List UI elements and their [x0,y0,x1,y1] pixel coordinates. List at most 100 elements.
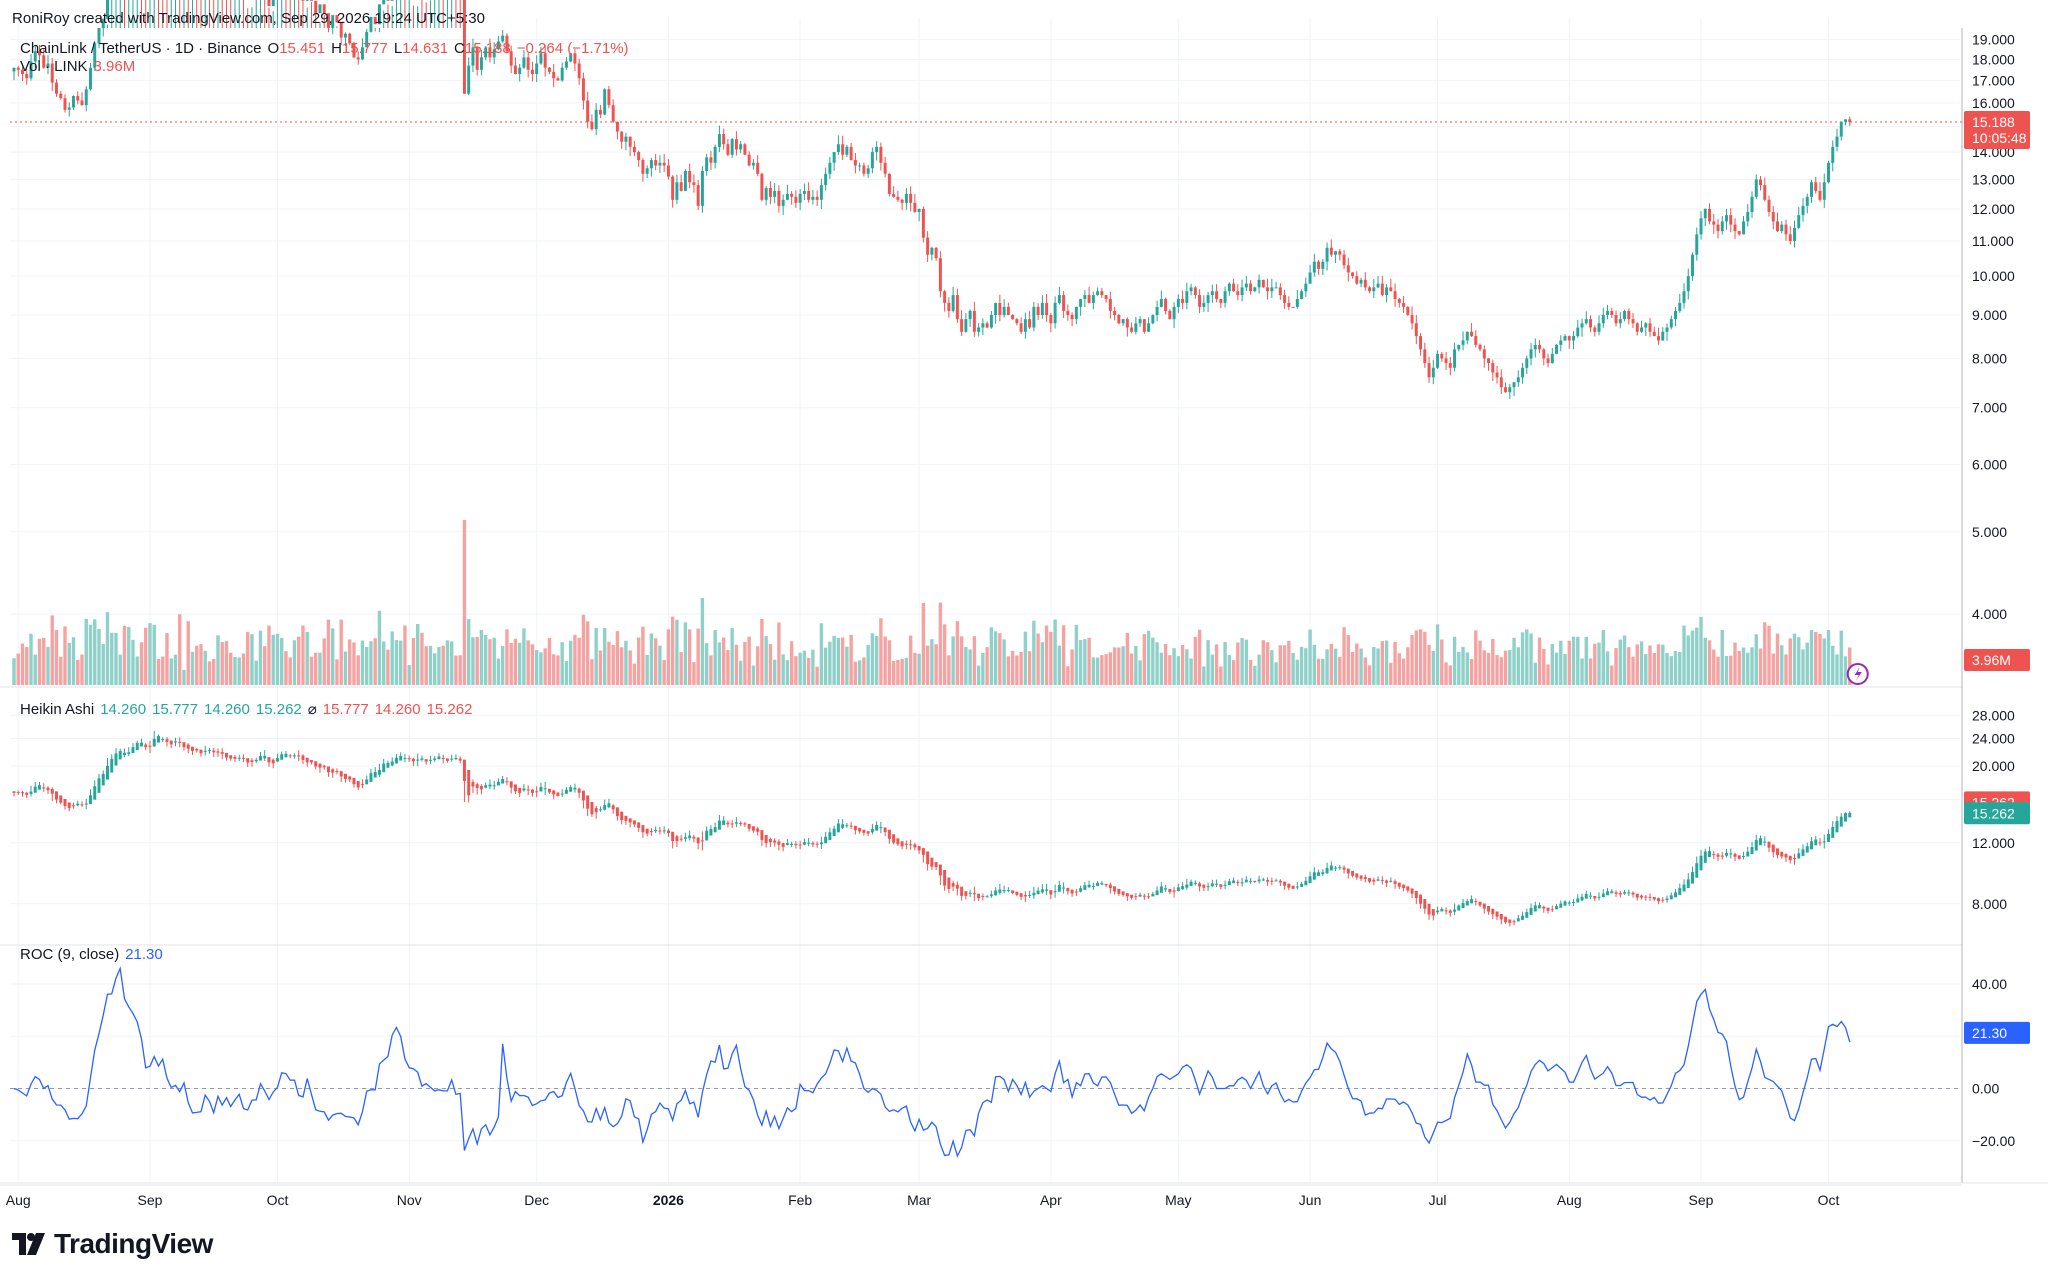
candle-body [947,302,951,311]
volume-bar [666,629,671,685]
volume-bar [1754,634,1758,685]
ha-body [411,758,415,762]
candle-body [1351,272,1355,277]
candle-body [1601,315,1605,324]
candle-body [1423,349,1427,364]
ha-body [692,836,696,839]
candle-body [1287,302,1291,307]
ha-body [917,845,921,851]
candle-body [734,139,738,150]
volume-bar [1809,630,1814,685]
candle-body [488,47,492,58]
volume-bar [1202,666,1206,685]
tradingview-brand[interactable]: TradingView [12,1228,213,1260]
candle-body [1074,306,1078,320]
symbol-name: ChainLink / TetherUS · 1D · Binance [20,40,262,57]
price-tick-label: 18.000 [1972,51,2015,67]
ha-body [1147,896,1151,898]
volume-bar [874,636,879,685]
volume-bar [161,656,165,685]
volume-bar [896,659,900,685]
volume-bar [755,646,760,685]
ha-body [777,841,781,845]
ha-body [1270,880,1274,882]
volume-bar [1304,648,1308,685]
ha-body [968,892,972,894]
candle-body [1525,358,1529,368]
volume-bar [1210,654,1215,685]
volume-bar [1593,643,1597,685]
price-candles [12,0,1852,399]
ha-body [977,893,981,899]
candle-body [569,53,573,62]
volume-bar [959,636,964,685]
candle-body [700,170,704,206]
ha2-low: 14.260 [374,701,421,718]
candle-body [1215,291,1219,299]
ha-body [173,741,177,743]
ha-body [1780,851,1784,857]
volume-bar [20,643,25,685]
volume-bar [849,634,853,685]
price-axes[interactable]: Aug Sep Oct Nov Dec 2026 Feb Mar Apr May Jun Jul Aug… [6,31,2016,1208]
volume-bar [632,663,637,685]
ha-body [1291,885,1295,889]
candle-body [331,15,335,28]
volume-bar [1690,630,1695,685]
candle-body [1138,319,1142,324]
ha-body [700,840,704,842]
ha-body [1695,863,1699,878]
candle-body [564,61,568,68]
ha-body [722,820,726,826]
volume-bar [1839,630,1843,685]
ha-body [1716,854,1720,857]
ha-body [1376,879,1380,881]
candle-body [1193,287,1197,296]
ha-body [688,835,692,839]
volume-legend[interactable]: Vol · LINK 3.96M [20,58,141,75]
volume-bar [352,642,356,685]
ha-body [76,803,80,806]
candle-body [1049,315,1053,324]
ha-body [1499,914,1503,920]
ha-body [717,820,721,830]
volume-bar [1440,639,1444,685]
volume-bar [263,646,267,685]
ha-body [1176,887,1180,892]
candle-body [106,0,109,19]
heikin-ashi-legend[interactable]: Heikin Ashi 14.260 15.777 14.260 15.262 ⌀ 15.7… [20,700,478,718]
volume-bar [577,637,581,685]
volume-bar [382,641,386,685]
roc-legend[interactable]: ROC (9, close) 21.30 [20,946,169,963]
high-label: H [331,40,342,57]
volume-bar [471,637,475,685]
volume-bar [1444,662,1448,685]
candle-body [896,196,900,200]
ha-body [1810,841,1813,850]
candle-body [1257,279,1261,288]
volume-bar [229,652,233,685]
ha-body [662,830,666,832]
ha-body [1640,895,1644,898]
volume-bar [1618,639,1622,685]
volume-bar [118,654,122,685]
ha-body [182,742,186,748]
ha-body [734,822,738,824]
candle-body [360,47,364,60]
candle-body [1155,306,1159,316]
volume-bar [772,659,777,685]
x-tick-label: Dec [524,1192,549,1208]
candle-body [824,173,828,186]
ha-body [1227,881,1231,886]
ha-body [33,786,37,793]
ha-body [1623,892,1627,894]
ha-body [1410,888,1414,894]
candle-body [1427,363,1431,378]
volume-bar [178,614,182,685]
main-legend[interactable]: ChainLink / TetherUS · 1D · Binance O15.4… [20,40,635,57]
candle-body [1321,261,1325,269]
volume-bar [662,660,666,685]
ha-body [1117,888,1121,894]
volume-bar [1270,650,1274,685]
